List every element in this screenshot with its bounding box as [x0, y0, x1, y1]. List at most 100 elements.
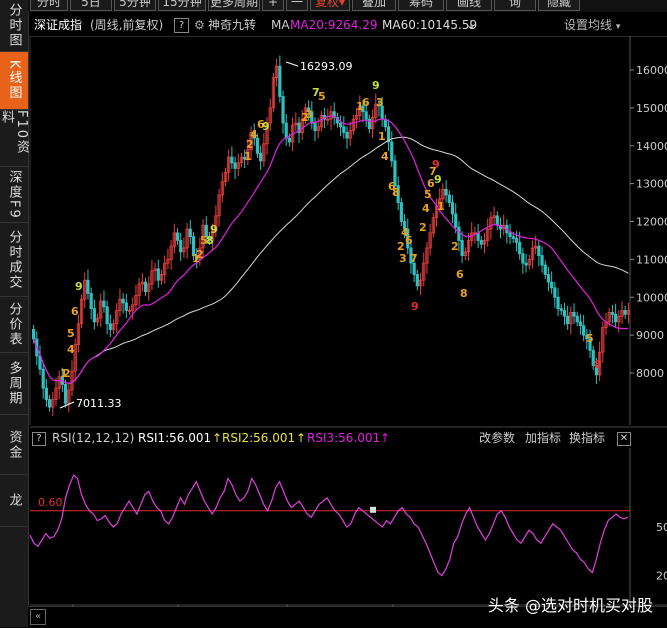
td-count-label: 5: [424, 188, 432, 201]
candle-body: [482, 240, 487, 245]
candle-body: [169, 245, 173, 260]
price-tick-label: 10000: [636, 291, 667, 304]
td-count-label: 1: [244, 150, 252, 163]
switch-indicator-button[interactable]: 换指标: [569, 431, 606, 445]
candle-body: [291, 124, 295, 143]
toolbar-item-11[interactable]: 询: [494, 0, 536, 11]
candle-body: [310, 111, 314, 124]
candle-body: [153, 268, 157, 272]
td-count-label: 9: [432, 158, 440, 171]
toolbar-item-12[interactable]: 隐藏: [538, 0, 580, 11]
price-tick-label: 14000: [636, 140, 667, 153]
candle-body: [115, 310, 119, 325]
price-tick-label: 15000: [636, 102, 667, 115]
left-tab-0[interactable]: 分时图: [0, 0, 28, 52]
chart-info-bar: 深证成指 (周线,前复权) ? ⚙ 神奇九转 MA MA20:9264.29 M…: [28, 14, 667, 37]
candle-body: [444, 188, 448, 196]
td-count-label: 1: [60, 367, 68, 380]
candle-body: [47, 399, 52, 408]
time-axis-bar: «: [28, 606, 667, 628]
candle-body: [329, 111, 333, 120]
toolbar-item-10[interactable]: 画线: [446, 0, 492, 11]
candle-body: [374, 103, 378, 118]
candle-body: [92, 308, 96, 323]
toolbar-item-9[interactable]: 筹码: [398, 0, 444, 11]
candle-body: [259, 152, 263, 162]
candle-body: [51, 399, 55, 408]
candle-body: [338, 122, 343, 128]
candle-body: [412, 262, 416, 275]
candle-body: [489, 217, 493, 230]
toolbar-item-4[interactable]: 更多周期: [208, 0, 260, 11]
candle-body: [284, 122, 288, 139]
close-icon[interactable]: ✕: [617, 432, 631, 446]
help-button[interactable]: ?: [174, 18, 189, 33]
toolbar-item-1[interactable]: 5日: [70, 0, 112, 11]
toolbar-item-7[interactable]: 复权▾: [310, 0, 350, 11]
settings-ma-button[interactable]: 设置均线 ▾: [564, 14, 620, 38]
left-tab-6[interactable]: 多周期: [0, 353, 28, 415]
candle-body: [422, 262, 426, 281]
high-annotation: 16293.09: [300, 60, 353, 73]
candle-body: [236, 162, 240, 169]
add-indicator-button[interactable]: 加指标: [525, 431, 562, 445]
toolbar-item-8[interactable]: 叠加: [352, 0, 396, 11]
candle-body: [121, 298, 125, 304]
candle-body: [230, 156, 234, 164]
td-count-label: 2: [301, 111, 309, 124]
toolbar-item-2[interactable]: 5分钟: [114, 0, 156, 11]
candle-body: [409, 247, 413, 264]
candle-body: [207, 236, 212, 241]
gear-icon[interactable]: ⚙: [194, 18, 205, 32]
candle-body: [140, 281, 144, 285]
up-arrow-icon: ↑: [380, 431, 391, 445]
candle-body: [268, 107, 272, 124]
left-tab-1[interactable]: K线图: [0, 52, 28, 110]
td-count-label: 3: [376, 96, 384, 109]
candle-body: [73, 344, 77, 372]
collapse-icon[interactable]: «: [30, 609, 46, 625]
change-params-button[interactable]: 改参数: [479, 431, 516, 445]
td-count-label: 6: [456, 268, 464, 281]
td-count-label: 9: [411, 300, 419, 313]
indicator-name[interactable]: 神奇九转: [208, 18, 257, 32]
candle-body: [386, 126, 391, 143]
candle-body: [364, 111, 368, 120]
candle-body: [521, 253, 525, 264]
left-tab-3[interactable]: 深度F9: [0, 167, 28, 223]
price-tick-label: 16000: [636, 64, 667, 77]
candle-body: [198, 247, 202, 260]
toolbar-item-3[interactable]: 15分钟: [158, 0, 206, 11]
left-tab-5[interactable]: 分价表: [0, 297, 28, 353]
index-name[interactable]: 深证成指: [34, 18, 83, 32]
candle-body: [466, 240, 471, 253]
help-button-rsi[interactable]: ?: [32, 432, 46, 446]
left-tab-7[interactable]: 资金: [0, 415, 28, 475]
toolbar-item-6[interactable]: 一: [286, 0, 308, 11]
toolbar-item-5[interactable]: +: [262, 0, 284, 11]
candle-body: [441, 188, 445, 200]
toolbar-item-0[interactable]: 分时: [30, 0, 68, 11]
candle-body: [434, 205, 439, 219]
price-tick-label: 11000: [636, 253, 667, 266]
candle-body: [508, 232, 512, 238]
left-tab-2[interactable]: F10资料: [0, 110, 29, 167]
td-count-label: 5: [586, 332, 594, 345]
left-tab-4[interactable]: 分时成交: [0, 223, 28, 297]
left-tab-8[interactable]: 龙: [0, 475, 28, 527]
td-count-label: 3: [305, 108, 313, 121]
candle-body: [457, 226, 461, 241]
candle-body: [479, 240, 483, 245]
td-count-label: 1: [437, 200, 445, 213]
td-count-label: 2: [63, 367, 71, 380]
rsi-title[interactable]: RSI(12,12,12): [52, 431, 135, 445]
candle-body: [614, 313, 618, 323]
candle-body: [514, 238, 519, 243]
watermark: 头条 @选对时机买对股: [487, 596, 653, 615]
candle-body: [287, 137, 292, 143]
candle-body: [367, 118, 371, 130]
candle-body: [383, 118, 387, 128]
candle-body: [79, 298, 84, 325]
candle-body: [345, 132, 349, 139]
